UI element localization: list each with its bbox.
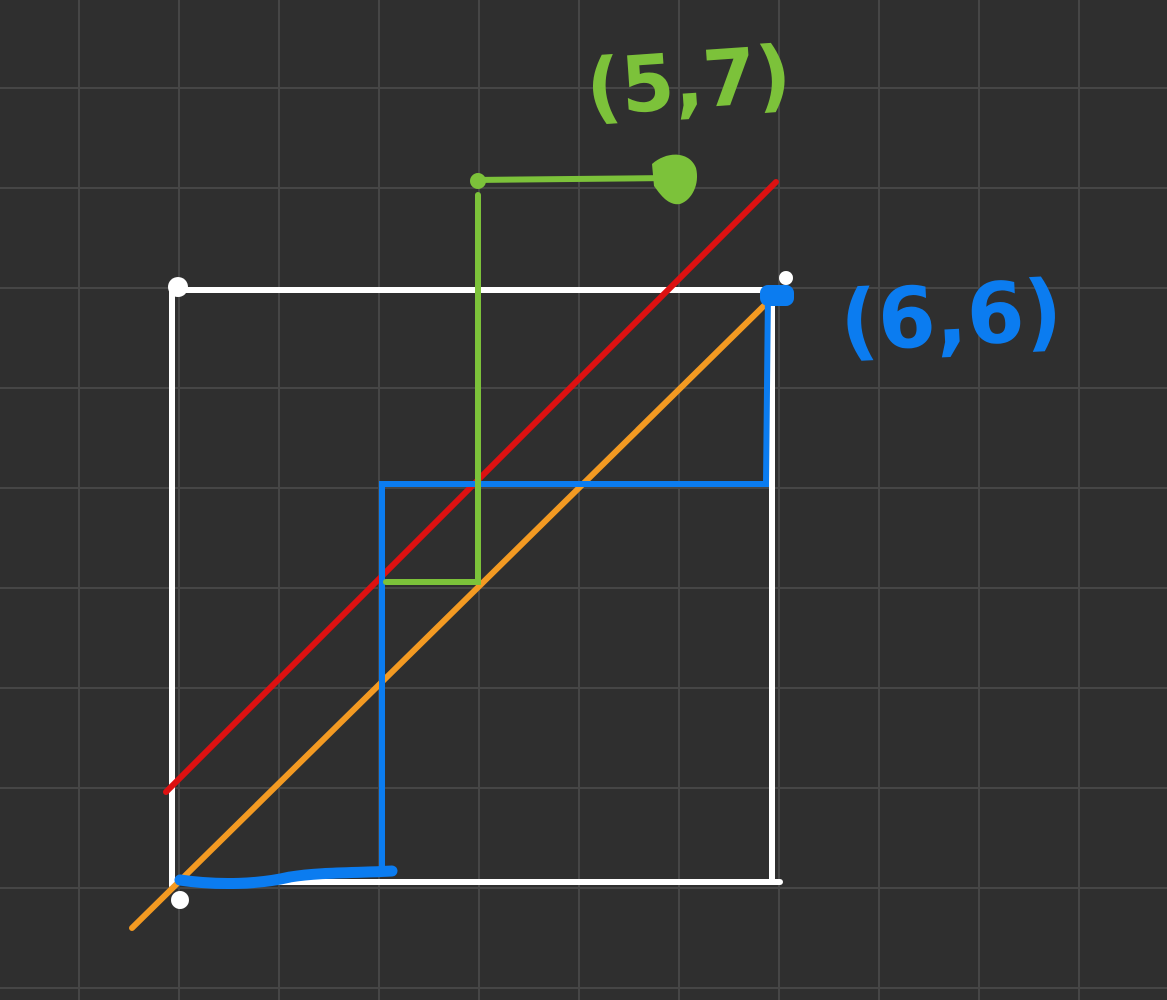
corner-dot-bottom-left [171,891,189,909]
corner-dot-top-left [168,277,188,297]
blue-point-label: (6,6) [838,261,1065,370]
green-start-dot [470,173,486,189]
green-point-label: (5,7) [583,30,794,134]
green-path [383,154,698,585]
green-arrowhead [652,154,698,205]
blue-endpoint-dot [760,285,794,306]
blue-path [174,285,794,890]
orange-diagonal-line [129,287,783,931]
corner-dot-top-right [779,271,793,285]
